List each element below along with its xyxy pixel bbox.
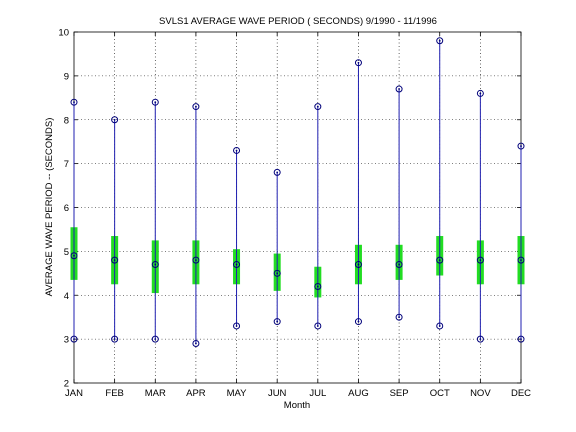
x-tick-label: DEC [511, 388, 531, 399]
y-tick-label: 6 [64, 203, 69, 214]
mean-marker-dot [438, 259, 441, 262]
max-marker-aug [354, 59, 362, 67]
mean-marker-aug [354, 261, 362, 269]
y-tick-label: 10 [58, 28, 69, 39]
max-marker-jan [70, 98, 78, 106]
y-tick-label: 3 [64, 335, 69, 346]
mean-marker-dot [235, 263, 238, 266]
mean-marker-dot [479, 259, 482, 262]
max-marker-jun [273, 168, 281, 176]
x-tick-label: JAN [65, 388, 83, 399]
mean-marker-jul [314, 282, 322, 290]
min-marker-dot [357, 320, 360, 323]
mean-marker-sep [395, 261, 403, 269]
min-marker-dot [398, 316, 400, 319]
min-marker-dot [73, 338, 75, 341]
min-marker-dot [195, 342, 197, 345]
mean-marker-dec [517, 256, 525, 264]
max-marker-may [233, 146, 241, 154]
mean-marker-dot [276, 272, 279, 275]
max-marker-sep [395, 85, 403, 93]
mean-marker-dot [357, 263, 360, 266]
x-tick-label: MAR [145, 388, 166, 399]
max-marker-dec [517, 142, 525, 150]
max-marker-apr [192, 103, 200, 111]
x-tick-label: JUL [309, 388, 326, 399]
y-axis-label: AVERAGE WAVE PERIOD -- (SECONDS) [44, 118, 55, 297]
y-tick-label: 4 [64, 291, 69, 302]
max-marker-feb [111, 116, 119, 124]
chart-title: SVLS1 AVERAGE WAVE PERIOD ( SECONDS) 9/1… [159, 16, 437, 27]
min-marker-mar [151, 335, 159, 343]
x-tick-label: AUG [348, 388, 369, 399]
mean-marker-dot [398, 263, 400, 266]
mean-marker-mar [151, 261, 159, 269]
min-marker-may [233, 322, 241, 330]
min-marker-dot [276, 320, 279, 323]
max-marker-nov [476, 89, 484, 97]
mean-marker-dot [154, 263, 157, 266]
y-tick-label: 8 [64, 115, 69, 126]
max-marker-dot [113, 118, 116, 121]
max-marker-dot [479, 92, 482, 95]
max-marker-mar [151, 98, 159, 106]
x-tick-label: JUN [268, 388, 287, 399]
y-tick-label: 7 [64, 159, 69, 170]
min-marker-aug [354, 318, 362, 326]
plot-area: 2 3 4 5 6 7 8 9 10 JAN FEB MAR APR MAY JUN JUL AUG SEP OCT… [58, 28, 531, 400]
x-tick-label: MAY [227, 388, 248, 399]
max-marker-dot [438, 39, 441, 42]
mean-marker-may [233, 261, 241, 269]
mean-marker-nov [476, 256, 484, 264]
min-marker-dot [438, 325, 441, 327]
x-tick-label: APR [186, 388, 206, 399]
min-marker-dot [235, 325, 238, 327]
max-marker-dot [398, 88, 400, 90]
x-tick-label: OCT [430, 388, 450, 399]
max-marker-dot [316, 105, 319, 108]
x-axis-label: Month [284, 400, 310, 411]
x-tick-label: NOV [470, 388, 491, 399]
max-marker-dot [357, 61, 360, 64]
min-marker-dot [520, 338, 522, 341]
max-marker-jul [314, 103, 322, 111]
min-marker-jan [70, 335, 78, 343]
max-marker-dot [235, 149, 238, 152]
min-marker-dot [316, 325, 319, 327]
x-tick-label: FEB [105, 388, 123, 399]
max-marker-oct [436, 37, 444, 45]
mean-marker-jan [70, 252, 78, 260]
max-marker-dot [154, 101, 157, 104]
mean-marker-dot [195, 259, 197, 262]
min-marker-dot [113, 338, 116, 341]
max-marker-dot [520, 145, 522, 147]
max-marker-dot [73, 101, 75, 104]
mean-marker-jun [273, 269, 281, 277]
min-marker-oct [436, 322, 444, 330]
x-tick-label: SEP [390, 388, 409, 399]
min-marker-dot [479, 338, 482, 341]
mean-marker-oct [436, 256, 444, 264]
mean-marker-dot [113, 259, 116, 262]
y-tick-label: 2 [64, 379, 69, 390]
min-marker-jul [314, 322, 322, 330]
mean-marker-apr [192, 256, 200, 264]
min-marker-feb [111, 335, 119, 343]
min-marker-apr [192, 340, 200, 348]
max-marker-dot [276, 171, 279, 174]
min-marker-jun [273, 318, 281, 326]
mean-marker-dot [73, 254, 75, 257]
min-marker-nov [476, 335, 484, 343]
y-tick-label: 5 [64, 247, 69, 258]
y-tick-label: 9 [64, 71, 69, 82]
mean-marker-feb [111, 256, 119, 264]
max-marker-dot [195, 105, 197, 108]
min-marker-dec [517, 335, 525, 343]
min-marker-dot [154, 338, 157, 341]
mean-marker-dot [316, 285, 319, 288]
min-marker-sep [395, 313, 403, 321]
mean-marker-dot [520, 259, 522, 262]
